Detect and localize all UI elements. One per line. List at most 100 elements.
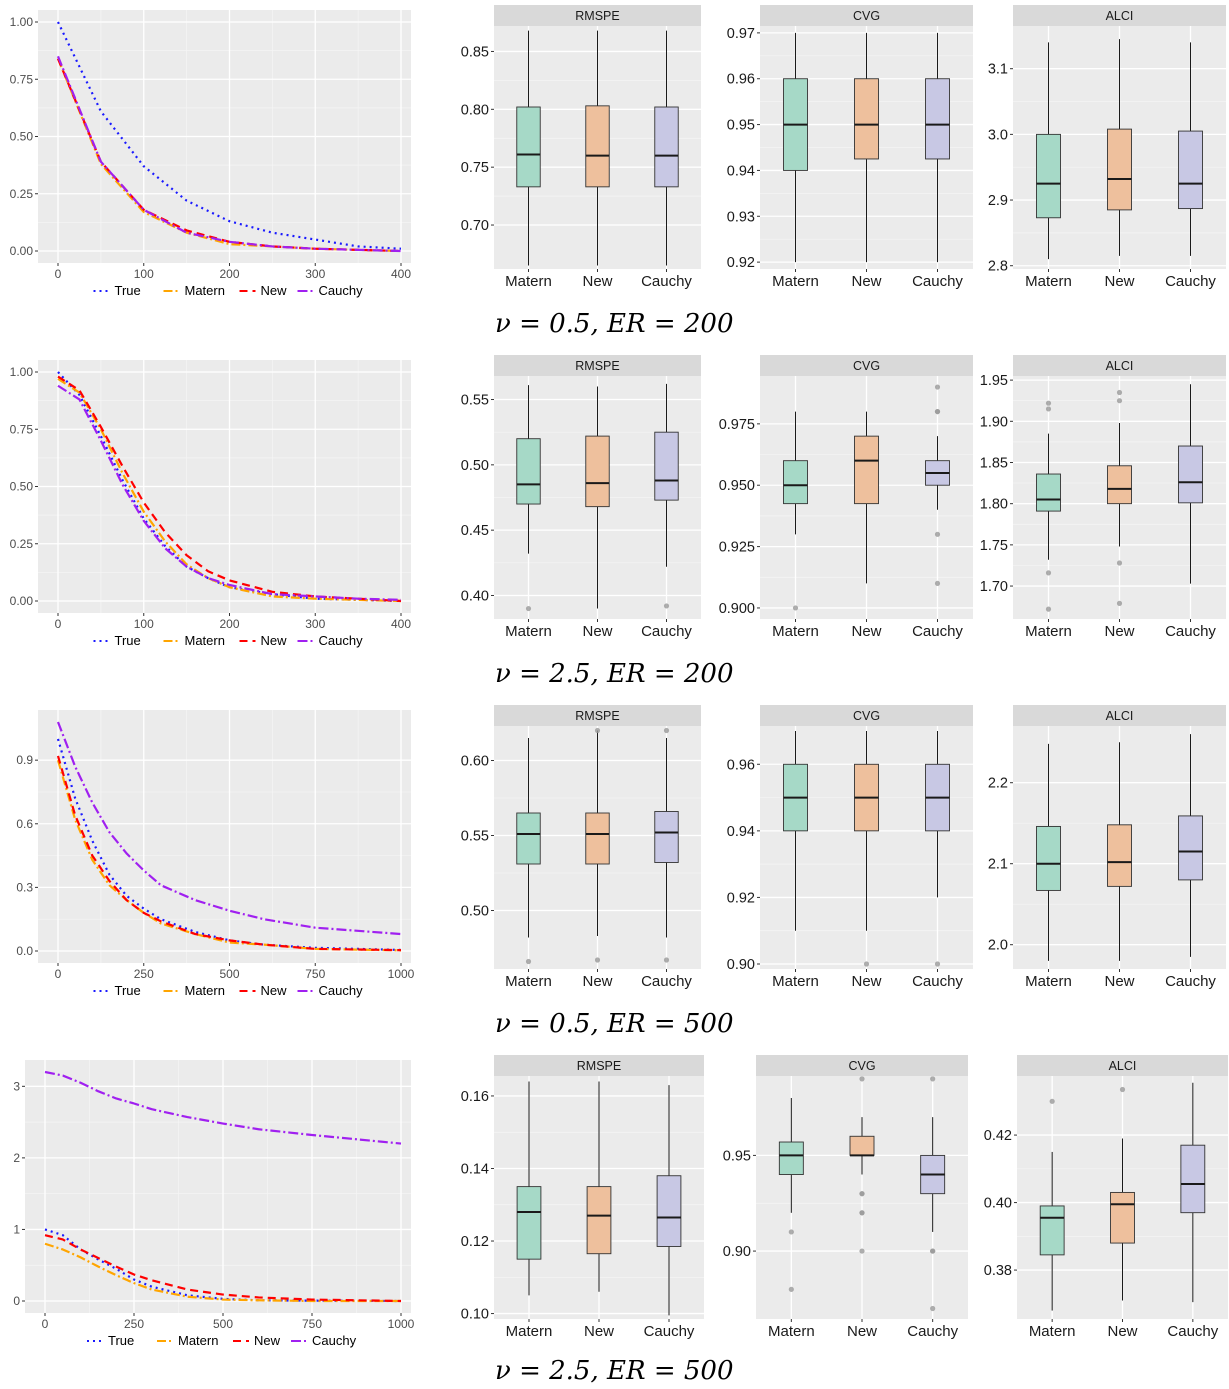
caption-row-4: ν = 2.5, ER = 500 [495, 1356, 734, 1386]
outlier-point [525, 958, 532, 965]
x-tick-label: 1000 [388, 967, 415, 981]
box-new [1107, 824, 1132, 887]
y-tick-label: 2 [13, 1151, 20, 1165]
y-tick-label: 0.14 [461, 1161, 489, 1177]
x-tick-label: Cauchy [907, 1323, 958, 1340]
y-tick-label: 0.94 [727, 163, 755, 179]
outlier-point [1116, 560, 1123, 566]
box-cauchy [654, 431, 679, 501]
x-tick-label: Cauchy [641, 623, 692, 640]
y-tick-label: 1.85 [980, 455, 1008, 471]
box-chart-row-4-alci: ALCI 0.38 0.40 0.42 Matern New Cauchy [984, 1055, 1228, 1340]
x-tick-label: New [584, 1323, 614, 1340]
facet-strip [1017, 1055, 1228, 1076]
legend-label-new: New [254, 1333, 281, 1348]
y-tick-label: 3.0 [988, 127, 1008, 143]
y-tick-label: 0.25 [10, 187, 34, 201]
x-tick-label: 200 [219, 267, 239, 281]
y-tick-label: 3.1 [988, 62, 1008, 78]
box-new [585, 105, 610, 188]
x-tick-label: Cauchy [1167, 1323, 1218, 1340]
x-tick-label: 300 [305, 617, 325, 631]
x-tick-label: New [851, 623, 881, 640]
y-tick-label: 0.92 [727, 890, 755, 906]
facet-title: CVG [848, 1059, 875, 1073]
facet-strip [760, 705, 973, 726]
outlier-point [525, 605, 532, 612]
y-tick-label: 0.40 [461, 588, 489, 604]
legend-label-true: True [115, 283, 141, 298]
box-new [585, 435, 610, 508]
y-tick-label: 0.925 [719, 540, 755, 556]
facet-title: RMSPE [575, 9, 619, 23]
line-chart-row-3: 0 250 500 750 1000 0.0 0.3 0.6 0.9 True Matern New C… [16, 710, 415, 998]
facet-strip [1013, 705, 1226, 726]
line-chart-row-1: 0 100 200 300 400 0.00 0.25 0.50 0.75 1.00 True Mat… [10, 10, 411, 298]
facet-strip [756, 1055, 968, 1076]
y-tick-label: 0.6 [16, 817, 33, 831]
y-tick-label: 0.75 [10, 72, 34, 86]
box-chart-row-4-cvg: CVG 0.90 0.95 Matern New Cauchy [723, 1055, 968, 1340]
series-line-cauchy [57, 384, 402, 601]
outlier-point [1045, 570, 1052, 576]
facet-title: RMSPE [575, 359, 619, 373]
box-matern [1036, 473, 1061, 512]
series-line-cauchy [56, 55, 402, 253]
y-tick-label: 0.85 [461, 44, 489, 60]
box-chart-row-1-cvg: CVG 0.92 0.93 0.94 0.95 0.96 0.97 Matern New Cauc… [727, 5, 973, 290]
outlier-point [934, 961, 941, 967]
y-tick-label: 0.25 [10, 537, 34, 551]
x-tick-label: Cauchy [1165, 973, 1216, 990]
x-tick-label: Matern [1025, 623, 1072, 640]
facet-title: ALCI [1106, 709, 1134, 723]
x-tick-label: Cauchy [641, 273, 692, 290]
series-line-new [56, 755, 402, 952]
box-matern [1039, 1205, 1065, 1256]
box-chart-row-1-rmspe: RMSPE 0.70 0.75 0.80 0.85 Matern New Cauchy [461, 5, 701, 290]
outlier-point [934, 580, 941, 587]
x-tick-label: Matern [772, 623, 819, 640]
x-tick-label: 0 [55, 967, 62, 981]
x-tick-label: New [847, 1323, 877, 1340]
x-tick-label: Matern [772, 273, 819, 290]
outlier-point [859, 1191, 865, 1197]
y-tick-label: 0.45 [461, 523, 489, 539]
legend-label-true: True [115, 633, 141, 648]
x-tick-label: Cauchy [912, 623, 963, 640]
y-tick-label: 0.97 [727, 26, 755, 42]
y-tick-label: 1.70 [980, 579, 1008, 595]
outlier-point [930, 1248, 936, 1254]
x-tick-label: New [582, 973, 612, 990]
x-tick-label: 250 [124, 1317, 144, 1331]
facet-title: ALCI [1106, 359, 1134, 373]
y-tick-label: 0.0 [16, 944, 33, 958]
x-tick-label: Cauchy [1165, 623, 1216, 640]
legend-label-new: New [261, 283, 288, 298]
x-tick-label: 400 [391, 617, 411, 631]
legend-label-true: True [115, 983, 141, 998]
outlier-point [863, 961, 870, 967]
y-tick-label: 0.93 [727, 209, 755, 225]
y-tick-label: 0.94 [727, 824, 755, 840]
facet-title: CVG [853, 9, 880, 23]
facet-strip [1013, 5, 1226, 26]
outlier-point [1116, 389, 1123, 396]
facet-title: CVG [853, 709, 880, 723]
y-tick-label: 0.96 [727, 757, 755, 773]
y-tick-label: 0.10 [461, 1307, 489, 1323]
facet-title: ALCI [1106, 9, 1134, 23]
outlier-point [1045, 406, 1052, 412]
outlier-point [930, 1305, 936, 1312]
outlier-point [792, 605, 799, 611]
y-tick-label: 0 [13, 1294, 20, 1308]
series-line-true [57, 21, 402, 250]
x-tick-label: 0 [55, 617, 62, 631]
outlier-point [1045, 606, 1052, 612]
legend-label-cauchy: Cauchy [312, 1333, 357, 1348]
x-tick-label: Matern [506, 1323, 553, 1340]
box-matern [516, 438, 541, 505]
x-tick-label: Matern [505, 273, 552, 290]
box-cauchy [925, 78, 950, 160]
outlier-point [934, 384, 941, 390]
